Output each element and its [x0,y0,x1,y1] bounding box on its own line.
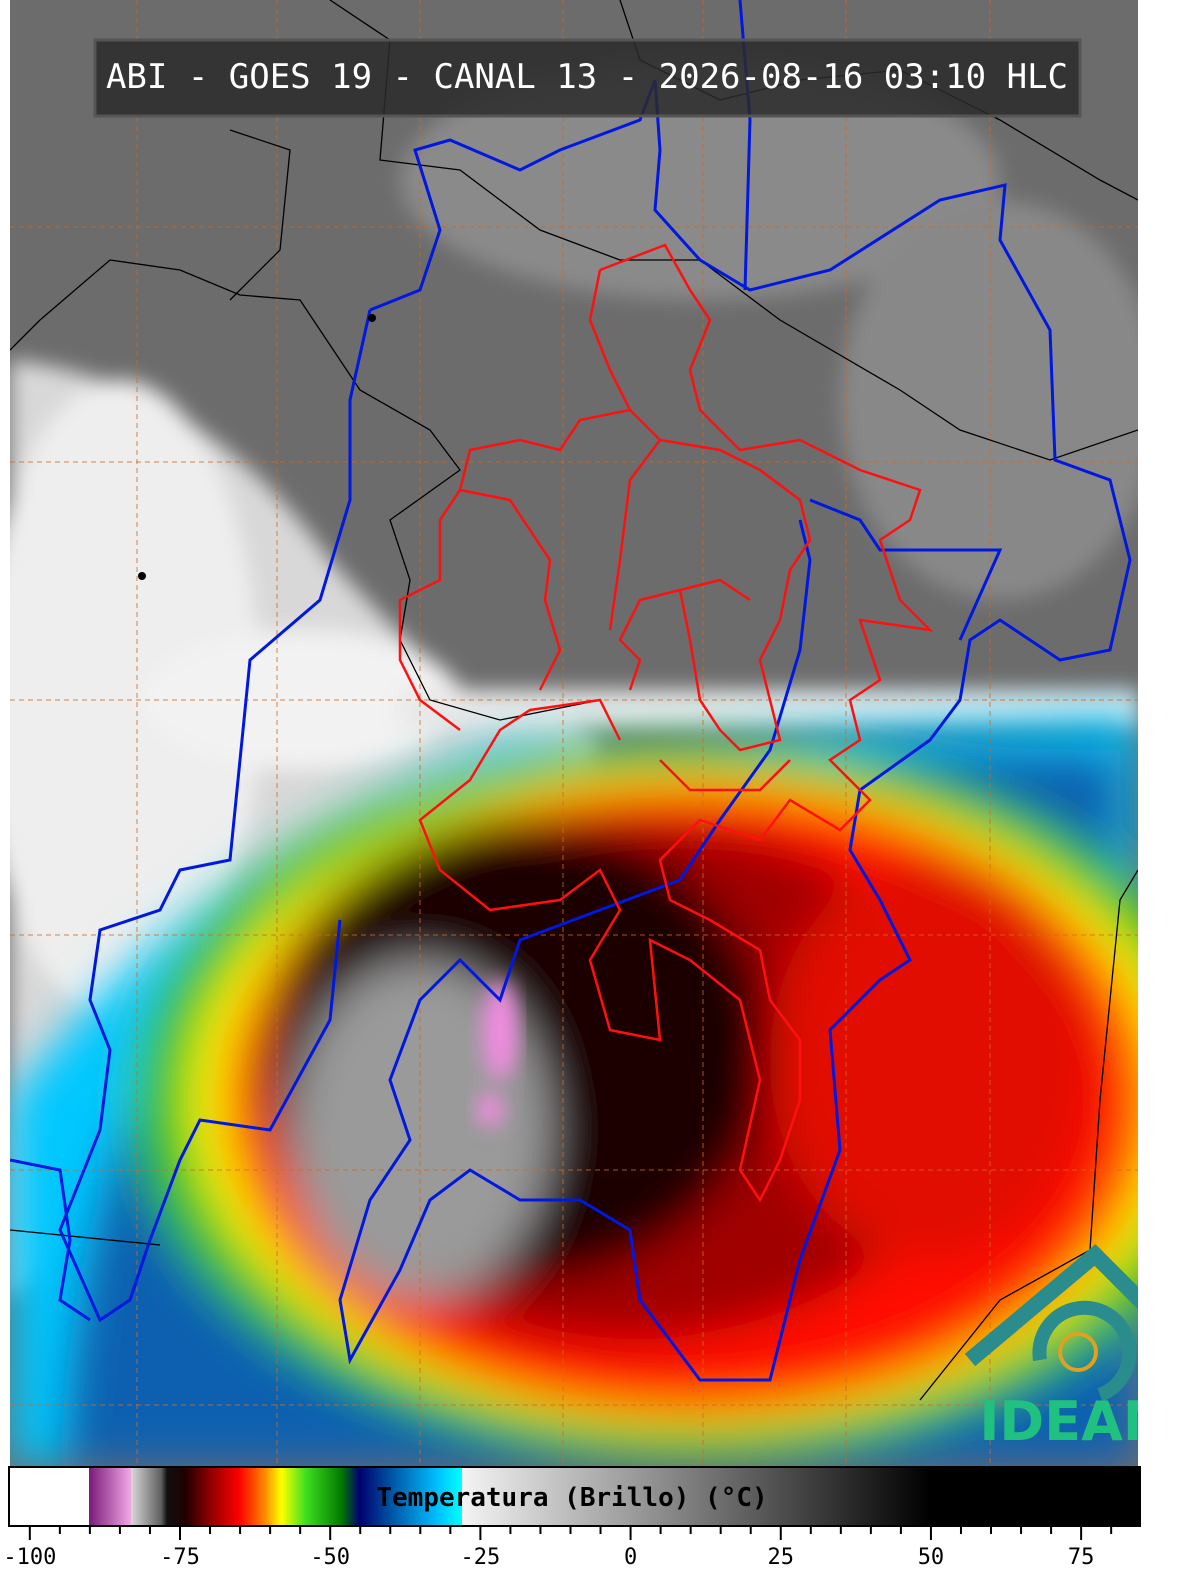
satellite-map: IDEAM [10,0,1176,1466]
title-box [93,38,1082,118]
colorbar-ramp [8,1466,1141,1527]
colorbar-label: Temperatura (Brillo) (°C) [376,1483,767,1513]
tick-label: 0 [624,1545,637,1570]
grid [10,0,1138,1466]
tick-label: 25 [768,1545,795,1570]
tick-label: 75 [1068,1545,1095,1570]
colorbar: Temperatura (Brillo) (°C) -100 -75 -50 -25 0… [3,1466,1141,1570]
title: ABI - GOES 19 - CANAL 13 - 2026-08-16 03… [106,57,1068,97]
tick-label: -75 [160,1545,200,1570]
tick-label: -25 [461,1545,501,1570]
logo: IDEAM [964,1244,1176,1453]
tick-label: 50 [918,1545,945,1570]
logo-text: IDEAM [979,1390,1176,1453]
borders [10,0,1138,1401]
tick-label: -100 [3,1545,56,1570]
tick-label: -50 [310,1545,350,1570]
